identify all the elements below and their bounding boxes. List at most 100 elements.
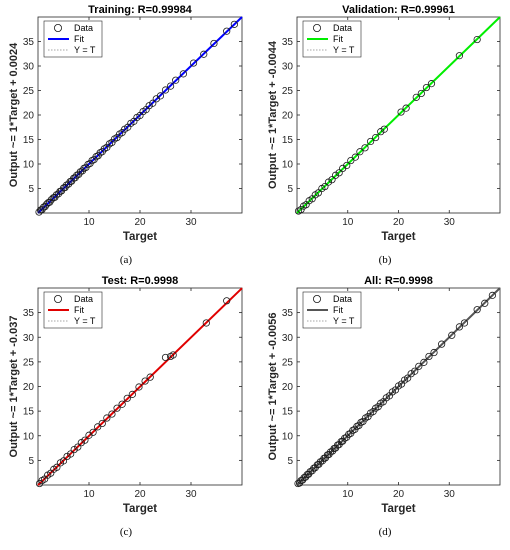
y-tick-label: 5 <box>287 184 293 195</box>
data-point <box>59 457 68 465</box>
plot-title: Training: R=0.99984 <box>88 4 193 16</box>
y-tick-label: 10 <box>282 160 294 171</box>
data-point <box>473 35 481 44</box>
data-point <box>412 93 420 101</box>
data-point <box>161 86 170 94</box>
legend-data-marker <box>54 23 63 32</box>
data-point <box>156 92 164 100</box>
y-axis-label: Output ~= 1*Target + -0.037 <box>8 316 20 458</box>
data-point <box>448 331 456 339</box>
data-point <box>141 377 149 385</box>
data-point <box>488 291 496 299</box>
data-point <box>351 153 359 161</box>
y-tick-label: 30 <box>23 62 35 73</box>
legend-data-label: Data <box>333 23 352 33</box>
data-point <box>94 423 102 431</box>
data-point <box>223 297 231 305</box>
y-tick-label: 35 <box>282 308 294 319</box>
x-tick-label: 10 <box>83 489 95 500</box>
data-point <box>70 445 78 454</box>
legend-fit-label: Fit <box>333 34 343 44</box>
data-point <box>123 394 131 402</box>
data-point <box>361 144 369 152</box>
data-point <box>430 348 438 357</box>
legend-identity-label: Y = T <box>74 316 96 326</box>
x-tick-label: 10 <box>83 217 95 228</box>
data-point <box>455 323 463 331</box>
data-point <box>118 400 126 408</box>
data-point <box>438 340 446 348</box>
y-tick-label: 20 <box>23 111 35 122</box>
legend-identity-label: Y = T <box>333 45 355 55</box>
x-axis-label: Target <box>381 231 415 243</box>
y-tick-label: 15 <box>23 135 35 146</box>
data-point <box>89 428 97 436</box>
x-tick-label: 20 <box>134 489 146 500</box>
data-point <box>331 171 340 179</box>
data-point <box>202 319 210 327</box>
data-point <box>172 76 180 84</box>
data-point <box>407 370 415 378</box>
plot-title: Validation: R=0.99961 <box>342 4 455 16</box>
data-point <box>47 196 55 204</box>
x-tick-label: 30 <box>185 489 197 500</box>
data-point <box>77 439 85 447</box>
x-axis-label: Target <box>123 503 157 515</box>
fit-line <box>37 16 243 214</box>
data-point <box>113 404 121 412</box>
data-point <box>420 358 428 366</box>
y-tick-label: 35 <box>23 37 35 48</box>
data-point <box>397 108 405 116</box>
data-point <box>411 367 419 375</box>
y-tick-label: 25 <box>282 357 294 368</box>
data-point <box>366 137 375 146</box>
y-tick-label: 20 <box>282 111 294 122</box>
x-tick-label: 30 <box>185 217 197 228</box>
data-point <box>380 125 388 133</box>
data-point <box>460 319 469 327</box>
data-point <box>372 133 380 142</box>
legend-data-label: Data <box>74 23 93 33</box>
x-tick-label: 30 <box>444 489 456 500</box>
data-point <box>314 189 322 197</box>
y-tick-label: 30 <box>282 62 294 73</box>
y-tick-label: 20 <box>23 382 35 393</box>
y-tick-label: 25 <box>23 357 35 368</box>
data-point <box>108 410 116 418</box>
y-tick-label: 15 <box>23 407 35 418</box>
data-point <box>167 82 175 90</box>
x-tick-label: 20 <box>393 217 405 228</box>
y-tick-label: 10 <box>23 431 35 442</box>
data-point <box>415 362 423 370</box>
y-tick-label: 10 <box>282 431 294 442</box>
data-point <box>324 178 333 186</box>
subfigure-caption: (a) <box>120 254 133 266</box>
x-tick-label: 20 <box>134 217 146 228</box>
data-point <box>321 182 329 191</box>
data-point <box>67 450 75 458</box>
y-axis-label: Output ~= 1*Target + 0.0024 <box>8 42 20 187</box>
y-tick-label: 5 <box>287 456 293 467</box>
plot-title: All: R=0.9998 <box>364 275 433 287</box>
y-axis-label: Output ~= 1*Target + -0.0044 <box>267 40 279 189</box>
subfigure-caption: (d) <box>379 526 392 538</box>
legend-fit-label: Fit <box>333 305 343 315</box>
data-point <box>328 176 336 184</box>
y-tick-label: 15 <box>282 135 294 146</box>
y-tick-label: 5 <box>28 184 34 195</box>
data-point <box>230 20 238 28</box>
y-tick-label: 30 <box>23 333 35 344</box>
y-tick-label: 25 <box>23 86 35 97</box>
data-point <box>425 352 433 361</box>
data-point <box>53 463 61 471</box>
data-point <box>223 27 231 35</box>
y-axis-label: Output ~= 1*Target + -0.0056 <box>267 312 279 460</box>
data-point <box>481 299 489 307</box>
data-point <box>335 169 343 177</box>
